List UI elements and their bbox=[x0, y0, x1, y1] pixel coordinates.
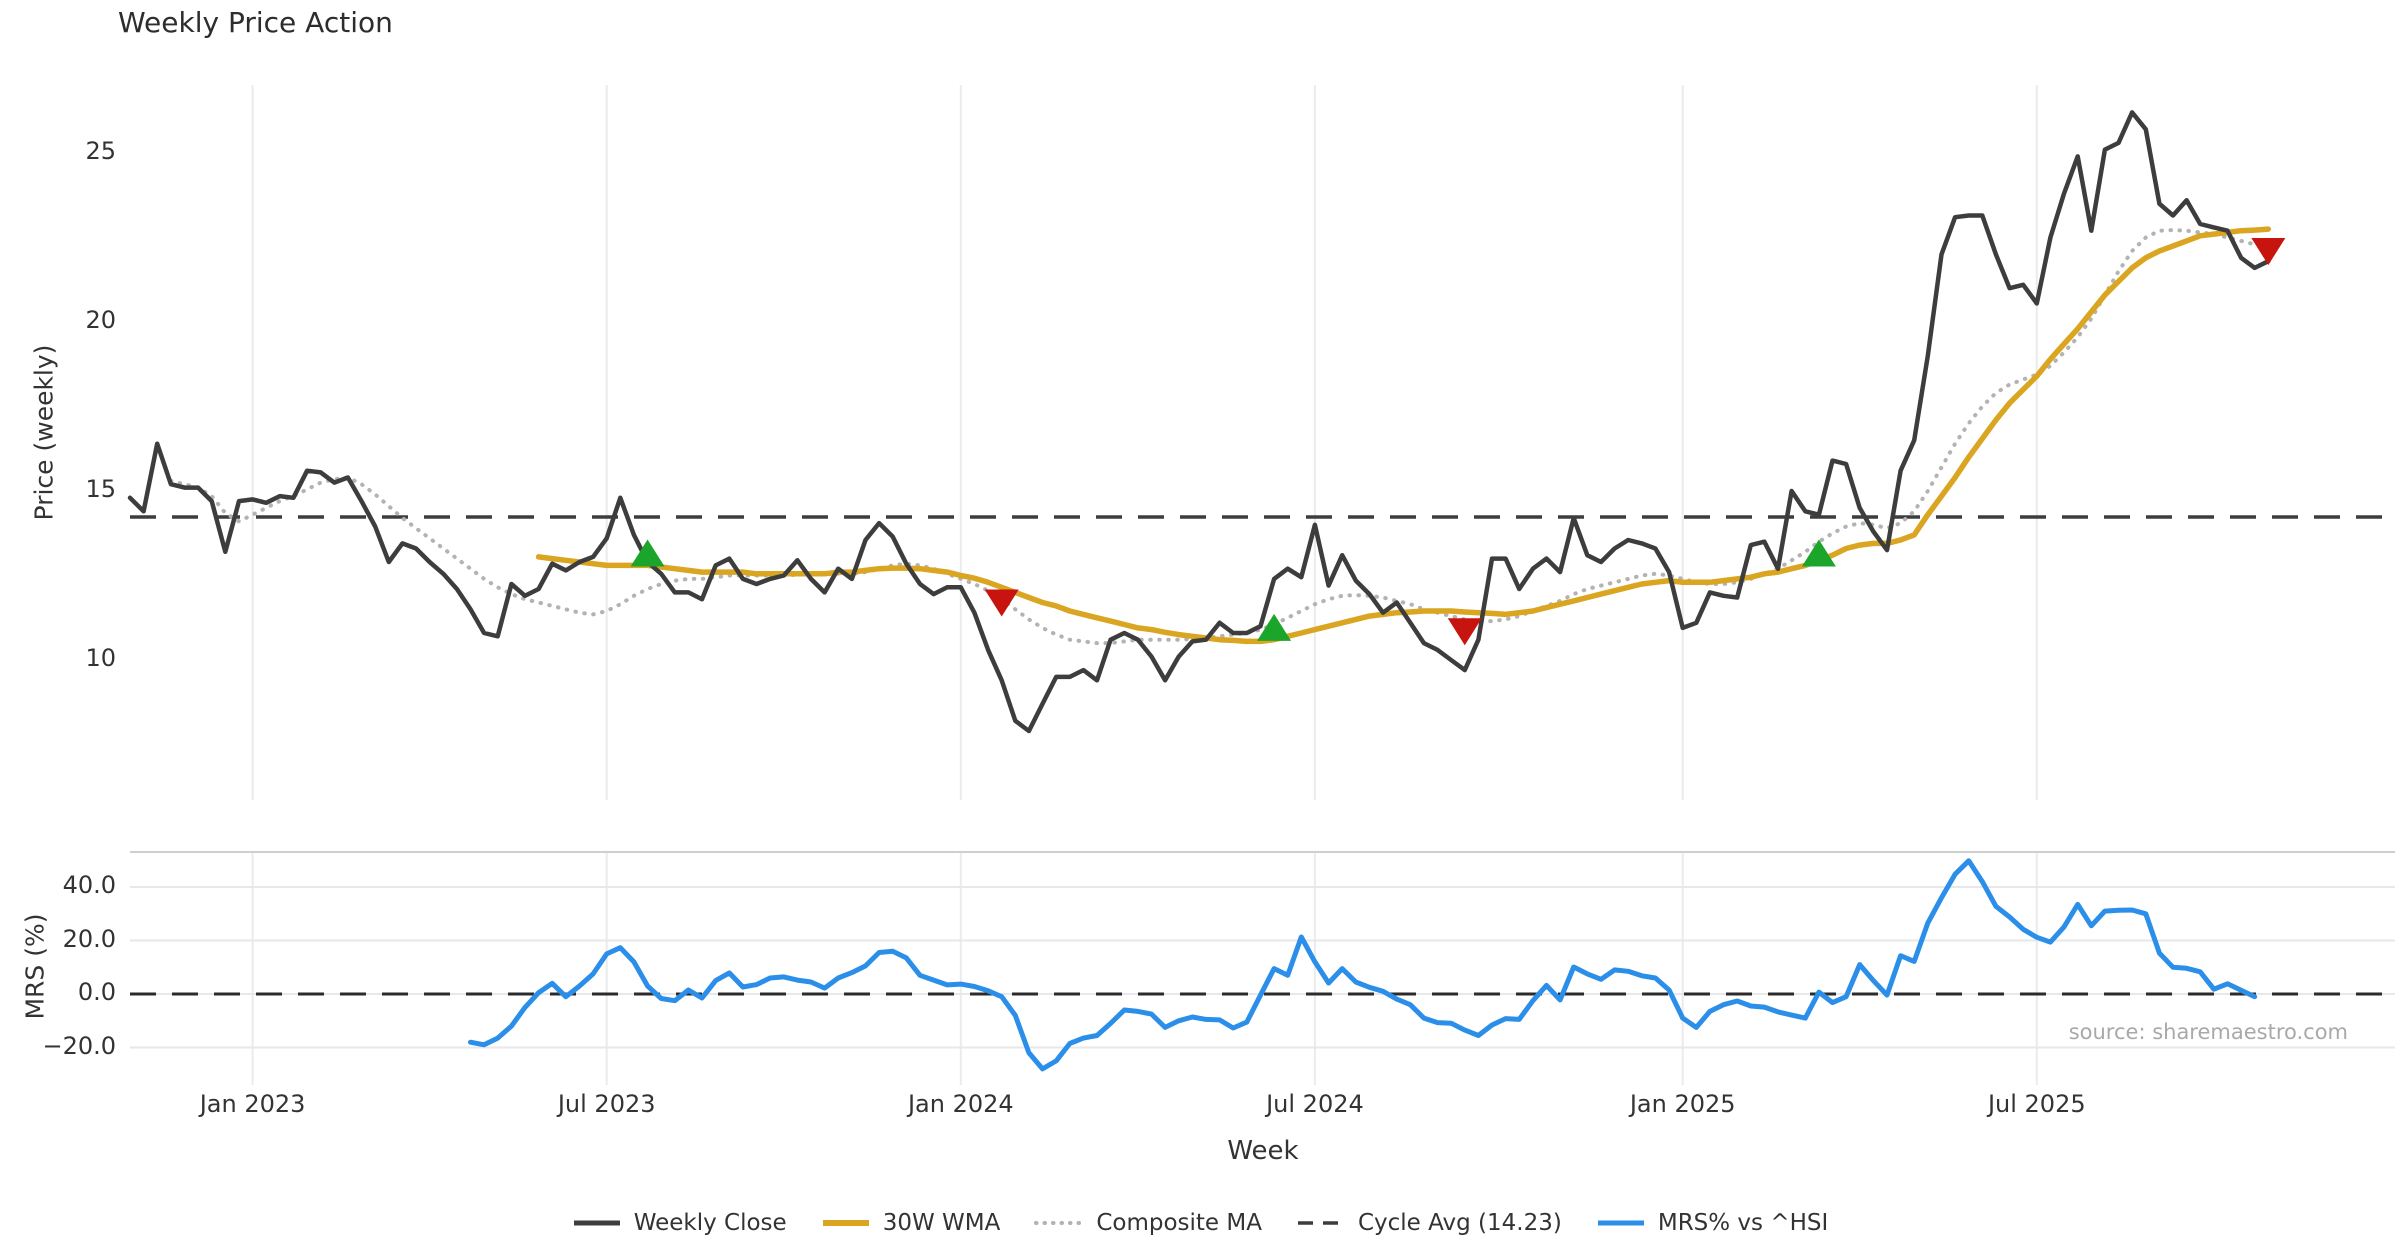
legend-label: 30W WMA bbox=[882, 1210, 1001, 1236]
legend-item: 30W WMA bbox=[821, 1210, 1001, 1236]
sell-signal-marker bbox=[2251, 238, 2286, 266]
source-attribution: source: sharemaestro.com bbox=[2068, 1020, 2348, 1044]
sell-signal-marker bbox=[984, 589, 1019, 617]
legend-item: MRS% vs ^HSI bbox=[1596, 1210, 1828, 1236]
composite-ma-line bbox=[168, 228, 2271, 646]
price-y-tick: 20 bbox=[85, 306, 116, 334]
chart-title: Weekly Price Action bbox=[118, 6, 393, 39]
legend-swatch-dotted bbox=[1034, 1221, 1085, 1225]
x-tick: Jul 2024 bbox=[1266, 1090, 1364, 1118]
x-axis-label: Week bbox=[1227, 1136, 1299, 1166]
buy-signal-marker bbox=[630, 539, 665, 567]
legend-item: Composite MA bbox=[1034, 1210, 1262, 1236]
legend-swatch-solid bbox=[1597, 1220, 1644, 1226]
legend-item: Cycle Avg (14.23) bbox=[1296, 1210, 1562, 1236]
legend-swatch-solid bbox=[573, 1220, 620, 1226]
x-tick: Jul 2025 bbox=[1987, 1090, 2086, 1118]
mrs-line bbox=[468, 858, 2258, 1072]
buy-signal-marker bbox=[1801, 539, 1836, 567]
legend-item: Weekly Close bbox=[572, 1210, 787, 1236]
legend-swatch-solid bbox=[822, 1220, 869, 1226]
legend-swatch-dashed bbox=[1297, 1221, 1344, 1225]
buy-signal-marker bbox=[1257, 613, 1292, 641]
sell-signal-marker bbox=[1447, 618, 1482, 646]
mrs-y-tick: 20.0 bbox=[62, 924, 116, 953]
mrs-y-tick: 0.0 bbox=[77, 978, 116, 1006]
legend-label: Cycle Avg (14.23) bbox=[1357, 1210, 1562, 1236]
weekly-close-line bbox=[127, 110, 2271, 734]
x-tick: Jan 2024 bbox=[907, 1090, 1014, 1118]
legend-label: Composite MA bbox=[1096, 1210, 1262, 1236]
price-y-tick: 10 bbox=[85, 644, 116, 672]
x-tick: Jan 2023 bbox=[199, 1090, 306, 1118]
wma-30w-line bbox=[535, 226, 2272, 645]
legend-label: MRS% vs ^HSI bbox=[1657, 1210, 1829, 1236]
chart-legend: Weekly Close 30W WMA Composite MA Cycle Avg… bbox=[0, 1210, 2400, 1236]
price-y-tick: 15 bbox=[85, 475, 116, 503]
x-tick: Jul 2023 bbox=[557, 1090, 656, 1118]
legend-label: Weekly Close bbox=[633, 1210, 787, 1236]
x-tick: Jan 2025 bbox=[1629, 1090, 1736, 1118]
mrs-y-tick: 40.0 bbox=[62, 871, 116, 899]
price-y-tick: 25 bbox=[85, 137, 116, 165]
price-y-axis-label: Price (weekly) bbox=[29, 344, 59, 521]
mrs-y-tick: −20.0 bbox=[42, 1031, 116, 1060]
